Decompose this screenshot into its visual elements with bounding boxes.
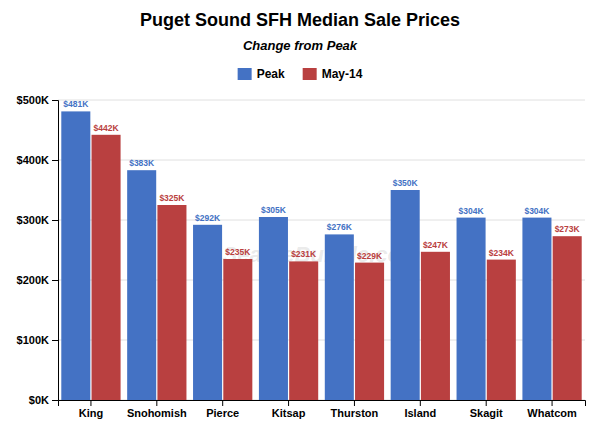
subtitle: Change from Peak [243,38,358,53]
y-tick-mark [52,340,58,341]
x-tick: Thurston [331,400,379,419]
x-tick-label: Pierce [206,407,239,419]
x-tick: Skagit [470,400,503,419]
y-tick: $500K [17,94,58,106]
legend: Peak May-14 [238,67,363,81]
x-tick-label: Island [404,407,436,419]
data-label: $276K [327,222,353,232]
x-tick-label: Whatcom [527,407,577,419]
x-tick: Pierce [206,400,239,419]
legend-item: May-14 [303,67,363,81]
series [92,135,582,400]
data-label: $383K [129,158,155,168]
data-label: $325K [159,193,185,203]
x-tick-mark [90,400,91,406]
y-tick-mark [52,220,58,221]
y-tick: $300K [17,214,58,226]
bar [127,170,156,400]
y-tick-label: $100K [17,334,49,346]
bar [289,261,318,400]
x-tick: King [79,400,103,419]
data-label: $304K [524,206,550,216]
y-axis: $0K $100K $200K $300K $400K $500K [17,94,59,406]
data-label: $234K [489,248,515,258]
x-tick-mark [354,400,355,406]
x-tick-mark [288,400,289,406]
title: Puget Sound SFH Median Sale Prices [140,10,460,30]
x-tick-mark [486,400,487,406]
y-tick-mark [52,280,58,281]
bar [457,218,486,400]
grid [58,100,585,400]
x-tick-mark [420,400,421,406]
bar [522,218,551,400]
y-tick-mark [52,160,58,161]
x-tick-mark [222,400,223,406]
x-tick-label: Thurston [331,407,379,419]
x-tick: Snohomish [127,400,187,419]
bar [355,263,384,400]
x-tick: Island [404,400,436,419]
data-label: $481K [63,99,89,109]
y-tick: $400K [17,154,58,166]
bar [325,234,354,400]
y-axis-line [52,101,59,401]
bar [223,259,252,400]
data-label: $229K [357,251,383,261]
x-tick: Kitsap [272,400,306,419]
bar [487,260,516,400]
bar [553,236,582,400]
data-label: $292K [195,213,221,223]
bar [157,205,186,400]
x-tick-mark [156,400,157,406]
y-tick-label: $300K [17,214,49,226]
chart: Puget Sound SFH Median Sale Prices Change… [0,0,600,436]
plot-area: SeattleBubble.com$481K$383K$292K$305K$27… [17,94,586,419]
y-tick-label: $200K [17,274,49,286]
x-tick-label: Skagit [470,407,503,419]
y-tick-mark [52,400,58,401]
bars [61,111,581,400]
data-label: $305K [261,205,287,215]
bar [92,135,121,400]
bar [259,217,288,400]
data-labels: $481K $383K $292K $305K $276K $350K $304K $304K… [63,99,580,260]
grid-line [58,100,585,101]
data-label: $235K [225,247,251,257]
x-axis: King Snohomish Pierce Kitsap Thurston Island S… [59,400,586,419]
legend-label: May-14 [322,67,363,81]
x-tick: Whatcom [527,400,577,419]
y-tick: $100K [17,334,58,346]
data-label: $304K [459,206,485,216]
y-tick-label: $0K [29,394,49,406]
bar [193,225,222,400]
x-axis-line [59,401,586,407]
legend-swatch [238,68,252,80]
y-tick-mark [52,100,58,101]
y-tick-label: $500K [17,94,49,106]
data-label: $247K [423,240,449,250]
data-label: $442K [94,123,120,133]
bar [61,111,90,400]
data-label: $231K [291,249,317,259]
bar [421,252,450,400]
y-tick-label: $400K [17,154,49,166]
data-label: $350K [393,178,419,188]
y-tick: $0K [29,394,58,406]
legend-label: Peak [257,67,285,81]
series [61,111,551,400]
bar [391,190,420,400]
x-tick-label: King [79,407,103,419]
x-tick-label: Snohomish [127,407,187,419]
x-tick-mark [552,400,553,406]
legend-swatch [303,68,317,80]
x-tick-label: Kitsap [272,407,306,419]
legend-item: Peak [238,67,285,81]
data-label: $273K [555,224,581,234]
y-tick: $200K [17,274,58,286]
